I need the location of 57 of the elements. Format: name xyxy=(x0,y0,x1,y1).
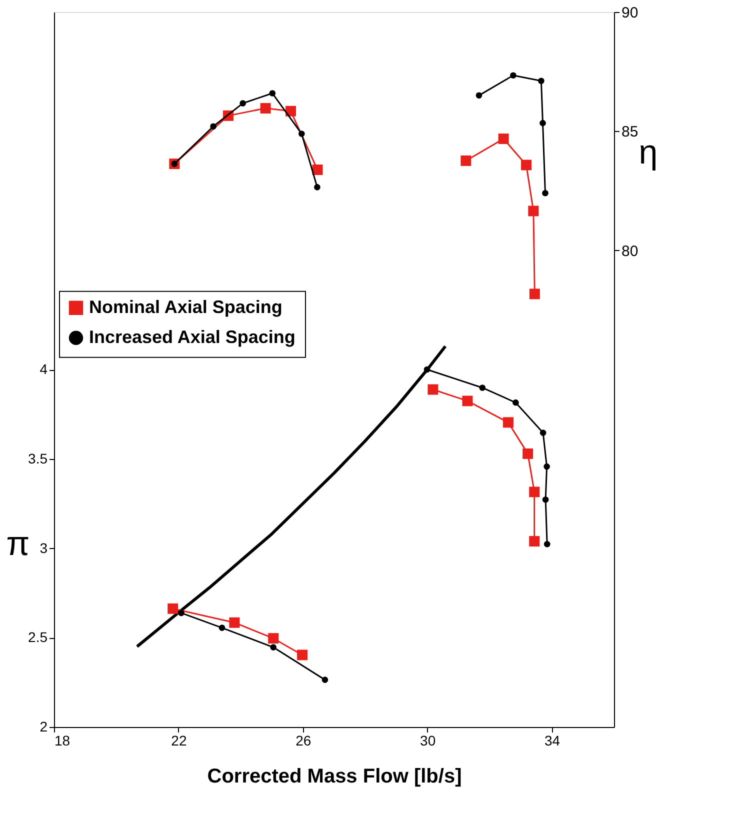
y2-tick-label: 80 xyxy=(622,242,638,260)
point xyxy=(540,430,546,436)
legend-label: Nominal Axial Spacing xyxy=(89,296,282,317)
point xyxy=(538,78,544,84)
point xyxy=(529,486,540,498)
point xyxy=(270,644,276,650)
x-tick-label: 22 xyxy=(171,732,187,748)
point xyxy=(544,540,550,548)
point xyxy=(479,384,486,391)
point xyxy=(229,617,240,628)
point xyxy=(240,100,246,106)
x-tick-label: 26 xyxy=(296,732,312,748)
x-tick-label: 34 xyxy=(544,732,560,748)
point xyxy=(312,164,323,176)
point xyxy=(542,496,549,503)
point xyxy=(178,610,184,616)
point xyxy=(218,624,226,631)
y2-axis-title: η xyxy=(638,133,658,172)
legend-label: Increased Axial Spacing xyxy=(89,326,296,347)
point xyxy=(528,206,539,216)
point xyxy=(510,72,516,79)
y-tick-label: 3 xyxy=(40,540,48,556)
y-axis-title: π xyxy=(6,525,30,564)
point xyxy=(540,120,546,126)
y-tick-label: 3.5 xyxy=(28,450,48,466)
point xyxy=(522,448,534,459)
x-tick-label: 18 xyxy=(54,732,70,748)
point xyxy=(521,160,532,170)
x-axis-title: Corrected Mass Flow [lb/s] xyxy=(207,766,462,788)
point xyxy=(286,106,296,116)
point xyxy=(298,130,305,137)
point xyxy=(542,190,548,196)
point xyxy=(512,399,519,406)
point xyxy=(462,396,473,406)
point xyxy=(498,134,509,144)
point xyxy=(424,366,430,373)
point xyxy=(297,650,308,660)
point xyxy=(502,417,514,428)
point xyxy=(529,536,540,547)
x-tick-label: 30 xyxy=(420,732,436,748)
y-tick-label: 2 xyxy=(40,718,48,734)
y2-tick-label: 90 xyxy=(622,4,638,22)
y2-tick-label: 85 xyxy=(622,124,638,141)
point xyxy=(269,90,276,96)
point xyxy=(314,184,320,190)
y-tick-label: 2.5 xyxy=(28,629,48,646)
point xyxy=(168,603,178,614)
y-tick-label: 4 xyxy=(40,361,48,377)
point xyxy=(529,288,540,300)
point xyxy=(322,676,328,683)
point xyxy=(460,155,472,166)
point xyxy=(428,384,438,395)
point xyxy=(544,463,550,470)
point xyxy=(476,92,482,99)
point xyxy=(210,123,216,130)
point xyxy=(260,103,271,114)
point xyxy=(268,633,279,644)
